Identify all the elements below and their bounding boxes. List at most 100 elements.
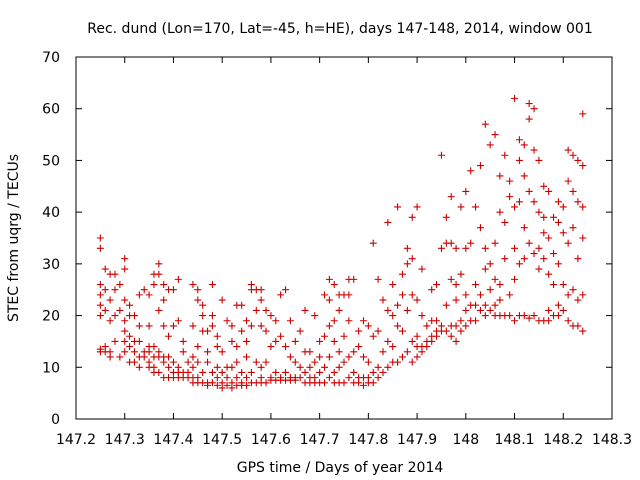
data-point [423, 343, 431, 351]
data-point [564, 177, 572, 185]
x-tick-label: 147.4 [153, 432, 193, 448]
data-point [355, 343, 363, 351]
data-point [121, 327, 129, 335]
data-point [408, 213, 416, 221]
data-point [121, 317, 129, 325]
y-axis-ticks: 0 10 20 30 40 50 60 70 [42, 50, 612, 428]
data-point [179, 337, 187, 345]
data-point [394, 322, 402, 330]
data-point [228, 363, 236, 371]
data-point [204, 381, 212, 389]
y-axis-label: STEC from uqrg / TECUs [6, 154, 22, 322]
data-point [472, 203, 480, 211]
data-point [398, 291, 406, 299]
data-point [545, 187, 553, 195]
data-point [130, 312, 138, 320]
data-point [330, 317, 338, 325]
data-point [457, 203, 465, 211]
data-point [243, 317, 251, 325]
data-point [335, 348, 343, 356]
data-point [189, 281, 197, 289]
y-tick-label: 70 [42, 50, 60, 66]
data-point [452, 244, 460, 252]
data-point [194, 296, 202, 304]
data-point [486, 286, 494, 294]
x-tick-label: 147.6 [251, 432, 291, 448]
x-tick-label: 147.9 [397, 432, 437, 448]
y-tick-label: 0 [51, 412, 60, 428]
data-point [140, 286, 148, 294]
data-point [121, 337, 129, 345]
data-point [350, 348, 358, 356]
data-point [165, 332, 173, 340]
data-point [204, 358, 212, 366]
data-point [506, 291, 514, 299]
data-point [491, 239, 499, 247]
data-point [150, 343, 158, 351]
data-point [194, 286, 202, 294]
data-point [262, 379, 270, 387]
data-point [311, 312, 319, 320]
data-point [218, 368, 226, 376]
data-point [520, 312, 528, 320]
data-point [374, 275, 382, 283]
data-point [223, 381, 231, 389]
data-point [364, 358, 372, 366]
data-point [496, 281, 504, 289]
data-point [535, 244, 543, 252]
data-point [398, 327, 406, 335]
data-point [506, 312, 514, 320]
data-point [447, 275, 455, 283]
data-point [550, 250, 558, 258]
data-point [96, 244, 104, 252]
data-point [472, 317, 480, 325]
y-tick-label: 30 [42, 257, 60, 273]
data-point [282, 343, 290, 351]
data-point [374, 327, 382, 335]
data-point [525, 187, 533, 195]
data-point [457, 317, 465, 325]
data-point [554, 301, 562, 309]
data-point [267, 312, 275, 320]
data-point [520, 255, 528, 263]
data-point [121, 255, 129, 263]
data-point [511, 203, 519, 211]
data-point [384, 218, 392, 226]
data-point [559, 203, 567, 211]
data-point [413, 203, 421, 211]
data-point [520, 172, 528, 180]
data-point [559, 229, 567, 237]
data-point [481, 265, 489, 273]
data-point [126, 332, 134, 340]
data-point [579, 291, 587, 299]
data-point [452, 322, 460, 330]
data-point [530, 146, 538, 154]
data-point [291, 337, 299, 345]
data-point [389, 281, 397, 289]
data-point [165, 353, 173, 361]
data-point [257, 296, 265, 304]
data-point [545, 270, 553, 278]
x-tick-label: 148.3 [592, 432, 632, 448]
data-point [140, 353, 148, 361]
data-point [525, 239, 533, 247]
data-point [199, 368, 207, 376]
data-point [247, 368, 255, 376]
data-point [428, 286, 436, 294]
data-point [126, 343, 134, 351]
data-point [506, 193, 514, 201]
data-point [491, 301, 499, 309]
data-point [174, 317, 182, 325]
data-point [481, 120, 489, 128]
data-point [325, 296, 333, 304]
data-point [218, 296, 226, 304]
data-point [296, 363, 304, 371]
data-point [252, 358, 260, 366]
data-point [398, 353, 406, 361]
data-point [257, 322, 265, 330]
data-point [457, 327, 465, 335]
data-point [530, 105, 538, 113]
data-point [447, 332, 455, 340]
data-point [408, 358, 416, 366]
